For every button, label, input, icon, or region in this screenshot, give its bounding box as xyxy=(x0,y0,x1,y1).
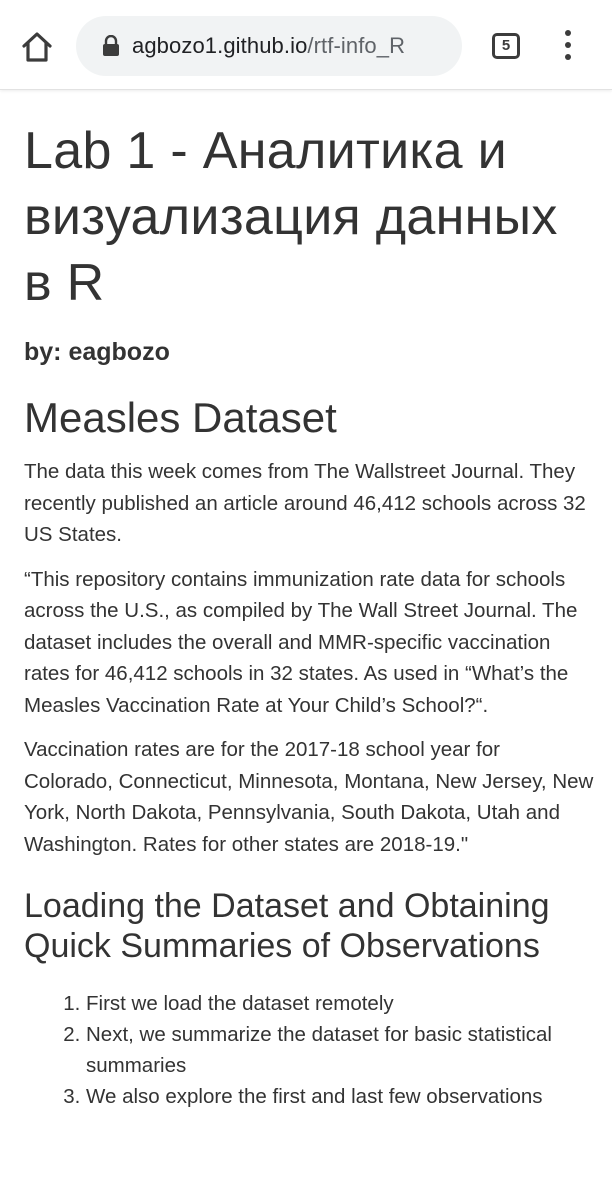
author-line: by: eagbozo xyxy=(24,338,170,366)
tab-count: 5 xyxy=(501,37,511,54)
lock-icon xyxy=(102,34,120,57)
paragraph: “This repository contains immunization r… xyxy=(24,567,578,717)
url-host: agbozo1.github.io xyxy=(132,33,308,58)
steps-list: First we load the dataset remotely Next,… xyxy=(24,988,594,1112)
list-item: Next, we summarize the dataset for basic… xyxy=(86,1019,594,1081)
more-vert-icon[interactable] xyxy=(556,30,580,62)
list-item: First we load the dataset remotely xyxy=(86,988,594,1019)
paragraph: The data this week comes from The Wallst… xyxy=(24,460,586,546)
paragraph: Vaccination rates are for the 2017-18 sc… xyxy=(24,738,594,856)
browser-toolbar: agbozo1.github.io/rtf-info_R 5 xyxy=(0,0,612,90)
url-text[interactable]: agbozo1.github.io/rtf-info_R xyxy=(132,33,405,59)
tabs-count-button[interactable]: 5 xyxy=(492,33,520,59)
list-item: We also explore the first and last few o… xyxy=(86,1081,594,1112)
address-bar[interactable]: agbozo1.github.io/rtf-info_R xyxy=(76,16,462,76)
subsection-title: Loading the Dataset and Obtaining Quick … xyxy=(24,887,550,965)
page-content: Lab 1 - Аналитика и визуализация данных … xyxy=(24,118,594,1112)
home-icon[interactable] xyxy=(20,30,54,64)
section-title: Measles Dataset xyxy=(24,394,337,441)
page-title: Lab 1 - Аналитика и визуализация данных … xyxy=(24,122,558,312)
url-path: /rtf-info_R xyxy=(307,33,406,58)
